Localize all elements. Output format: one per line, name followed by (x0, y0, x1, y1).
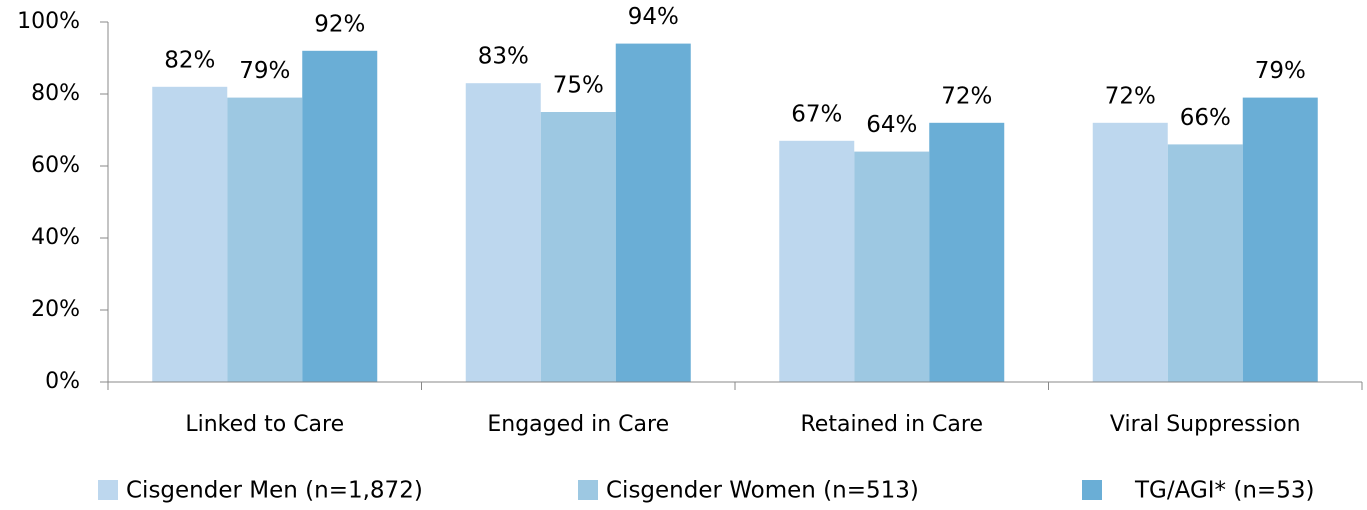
bar (540, 112, 616, 382)
y-tick-label: 20% (31, 297, 80, 322)
bar (152, 86, 228, 383)
bar (302, 50, 378, 383)
y-tick-label: 80% (31, 81, 80, 106)
legend-swatch (578, 480, 598, 500)
x-tick-label: Engaged in Care (487, 412, 669, 437)
bar (615, 43, 691, 382)
bar (465, 83, 541, 382)
value-label: 72% (941, 83, 992, 109)
legend-label: TG/AGI* (n=53) (1134, 478, 1314, 504)
x-tick-label: Retained in Care (801, 412, 983, 437)
bar (1167, 144, 1243, 382)
legend-swatch (98, 480, 118, 500)
bar (1092, 122, 1168, 383)
value-label: 67% (791, 101, 842, 127)
x-tick-label: Viral Suppression (1110, 412, 1301, 437)
bar (779, 140, 855, 382)
value-label: 79% (1255, 58, 1306, 84)
legend-swatch (1082, 480, 1102, 500)
value-label: 94% (628, 4, 679, 30)
y-tick-label: 60% (31, 153, 80, 178)
bar (929, 122, 1005, 383)
y-tick-label: 100% (17, 9, 80, 34)
bar (227, 97, 303, 382)
value-label: 66% (1180, 105, 1231, 131)
value-label: 75% (553, 73, 604, 99)
value-label: 64% (866, 112, 917, 138)
value-label: 79% (239, 58, 290, 84)
y-tick-label: 0% (45, 369, 80, 394)
bar (854, 151, 930, 382)
bar (1242, 97, 1318, 382)
value-label: 82% (164, 47, 215, 73)
value-label: 72% (1105, 83, 1156, 109)
value-label: 92% (314, 11, 365, 37)
x-tick-label: Linked to Care (185, 412, 344, 437)
legend-label: Cisgender Men (n=1,872) (126, 478, 423, 504)
y-tick-label: 40% (31, 225, 80, 250)
legend-label: Cisgender Women (n=513) (606, 478, 919, 504)
value-label: 83% (478, 44, 529, 70)
